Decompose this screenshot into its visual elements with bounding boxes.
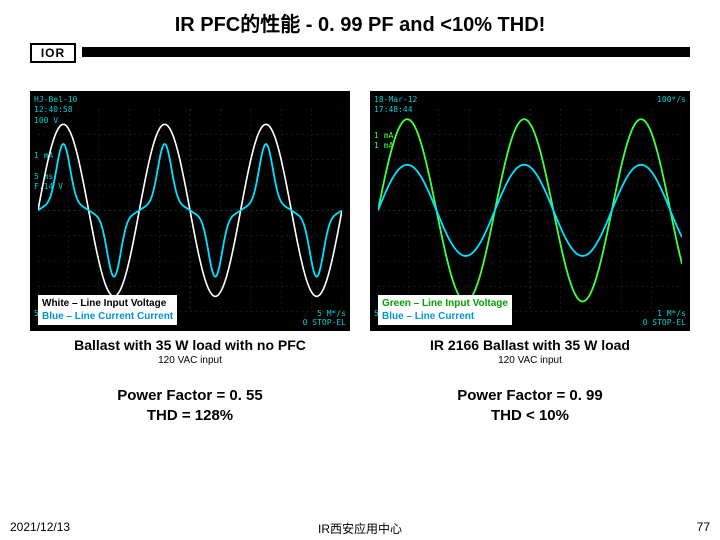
- footer-page: 77: [697, 520, 710, 534]
- footer-date: 2021/12/13: [10, 520, 70, 534]
- scope-left-br: 5 M*/s 0 STOP-EL: [303, 309, 346, 327]
- footer: 2021/12/13 IR西安应用中心 77: [10, 520, 710, 534]
- caption-right: IR 2166 Ballast with 35 W load 120 VAC i…: [370, 337, 690, 425]
- caption-left-sub: 120 VAC input: [30, 355, 350, 366]
- scope-row: HJ-Bel-10 12:40:58 100 V 1 mA 5 ms F.14 …: [30, 91, 690, 331]
- caption-right-sub: 120 VAC input: [370, 355, 690, 366]
- captions-row: Ballast with 35 W load with no PFC 120 V…: [30, 337, 690, 425]
- caption-right-main: IR 2166 Ballast with 35 W load: [370, 337, 690, 353]
- caption-left-main: Ballast with 35 W load with no PFC: [30, 337, 350, 353]
- caption-left-pf: Power Factor = 0. 55: [30, 386, 350, 406]
- scope-right-info-r: 100*/s: [657, 95, 686, 105]
- caption-left-metrics: Power Factor = 0. 55 THD = 128%: [30, 386, 350, 425]
- scope-right-svg: [378, 109, 682, 312]
- caption-right-metrics: Power Factor = 0. 99 THD < 10%: [370, 386, 690, 425]
- legend-right-current: Blue – Line Current: [382, 310, 508, 323]
- legend-right-voltage: Green – Line Input Voltage: [382, 297, 508, 310]
- footer-center: IR西安应用中心: [318, 520, 402, 537]
- legend-left-current: Blue – Line Current Current: [42, 310, 173, 323]
- caption-right-pf: Power Factor = 0. 99: [370, 386, 690, 406]
- caption-left-thd: THD = 128%: [30, 406, 350, 426]
- ir-logo: IOR: [30, 43, 76, 63]
- scope-left: HJ-Bel-10 12:40:58 100 V 1 mA 5 ms F.14 …: [30, 91, 350, 331]
- caption-right-thd: THD < 10%: [370, 406, 690, 426]
- header-bar: IOR: [30, 43, 690, 63]
- legend-right: Green – Line Input Voltage Blue – Line C…: [378, 295, 512, 325]
- scope-left-svg: [38, 109, 342, 312]
- slide-title: IR PFC的性能 - 0. 99 PF and <10% THD!: [0, 0, 720, 37]
- scope-right: 18-Mar-12 17:48:44 1 mA 1 mA 100*/s 5 ms…: [370, 91, 690, 331]
- legend-left-voltage: White – Line Input Voltage: [42, 297, 173, 310]
- header-black-bar: [82, 47, 690, 57]
- legend-left: White – Line Input Voltage Blue – Line C…: [38, 295, 177, 325]
- caption-left: Ballast with 35 W load with no PFC 120 V…: [30, 337, 350, 425]
- scope-right-br: 1 M*/s 0 STOP-EL: [643, 309, 686, 327]
